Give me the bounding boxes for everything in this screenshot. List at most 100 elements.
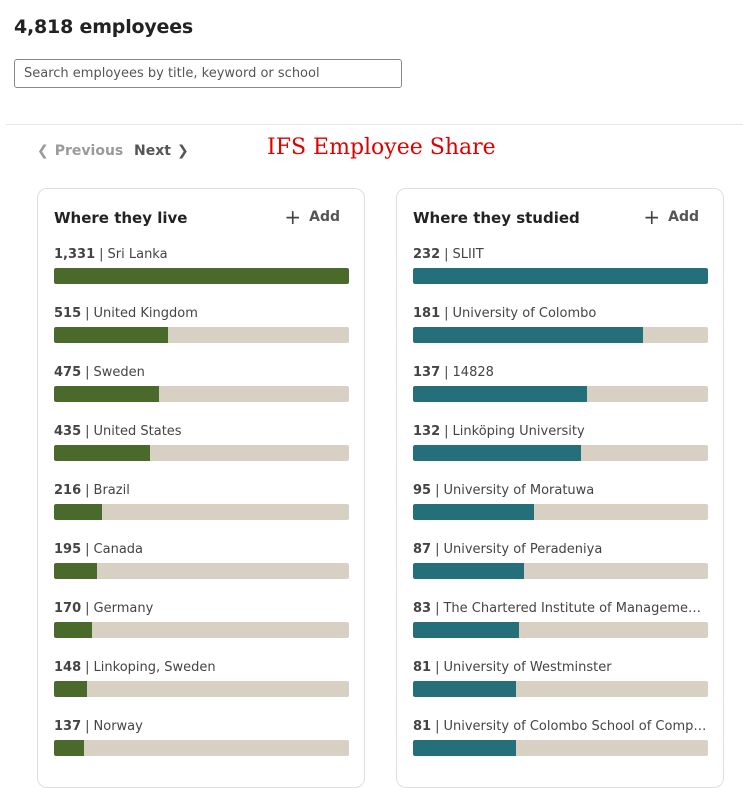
row-count: 148 [54,660,82,675]
row-label: 475 | Sweden [54,364,349,382]
row-count: 1,331 [54,247,96,262]
school-row[interactable]: 137 | 14828 [413,364,708,423]
location-row[interactable]: 515 | United Kingdom [54,305,349,364]
bar-track [413,268,708,284]
separator: | [435,719,440,734]
bar-fill [413,504,534,520]
add-label: Add [309,209,340,225]
row-label: 81 | University of Colombo School of Comp… [413,718,708,736]
school-row[interactable]: 232 | SLIIT [413,246,708,305]
separator: | [444,365,449,380]
row-label: 515 | United Kingdom [54,305,349,323]
separator: | [85,306,90,321]
row-label: 87 | University of Peradeniya [413,541,708,559]
location-row[interactable]: 170 | Germany [54,600,349,659]
row-count: 232 [413,247,441,262]
row-count: 435 [54,424,82,439]
bar-fill [413,445,581,461]
bar-track [54,445,349,461]
row-label: 148 | Linkoping, Sweden [54,659,349,677]
row-label: 195 | Canada [54,541,349,559]
bar-fill [54,504,102,520]
row-count: 475 [54,365,82,380]
location-row[interactable]: 216 | Brazil [54,482,349,541]
row-label: 170 | Germany [54,600,349,618]
separator: | [444,247,449,262]
bar-track [54,268,349,284]
bar-track [54,681,349,697]
add-location-button[interactable]: + Add [284,207,340,227]
row-count: 95 [413,483,432,498]
row-name: The Chartered Institute of Managemen… [443,601,708,616]
bar-track [413,386,708,402]
row-name: University of Westminster [443,660,612,675]
location-row[interactable]: 1,331 | Sri Lanka [54,246,349,305]
separator: | [85,601,90,616]
bar-fill [54,445,151,461]
separator: | [435,660,440,675]
next-button[interactable]: Next ❯ [134,143,189,159]
bar-fill [54,268,349,284]
row-name: Germany [93,601,154,616]
school-row[interactable]: 83 | The Chartered Institute of Managemen… [413,600,708,659]
card-title: Where they studied [413,209,580,227]
school-row[interactable]: 95 | University of Moratuwa [413,482,708,541]
row-label: 137 | Norway [54,718,349,736]
row-name: Sri Lanka [107,247,168,262]
separator: | [99,247,104,262]
row-label: 132 | Linköping University [413,423,708,441]
bar-track [54,563,349,579]
bar-track [413,504,708,520]
row-name: Linköping University [452,424,585,439]
location-row[interactable]: 435 | United States [54,423,349,482]
row-count: 81 [413,719,432,734]
separator: | [85,424,90,439]
search-input[interactable] [14,59,402,88]
location-row[interactable]: 137 | Norway [54,718,349,777]
previous-label: Previous [54,143,124,159]
where-they-studied-card: Where they studied + Add 232 | SLIIT 181 | Un… [396,188,724,788]
location-row[interactable]: 195 | Canada [54,541,349,600]
location-row[interactable]: 475 | Sweden [54,364,349,423]
add-school-button[interactable]: + Add [643,207,699,227]
school-row[interactable]: 81 | University of Colombo School of Comp… [413,718,708,777]
row-count: 137 [54,719,82,734]
row-name: SLIIT [452,247,484,262]
bar-fill [413,327,644,343]
row-count: 170 [54,601,82,616]
row-count: 181 [413,306,441,321]
separator: | [85,542,90,557]
bar-fill [54,563,98,579]
row-count: 132 [413,424,441,439]
row-name: University of Peradeniya [443,542,603,557]
separator: | [444,306,449,321]
separator: | [85,365,90,380]
row-count: 81 [413,660,432,675]
bar-track [54,504,349,520]
row-name: University of Moratuwa [443,483,595,498]
school-row[interactable]: 87 | University of Peradeniya [413,541,708,600]
bar-fill [54,327,169,343]
divider [6,124,743,125]
previous-button[interactable]: ❮ Previous [37,143,123,159]
employee-count: 4,818 employees [14,16,194,38]
bar-track [413,740,708,756]
chevron-right-icon: ❯ [176,143,189,159]
bar-track [413,563,708,579]
row-name: Canada [93,542,143,557]
location-row[interactable]: 148 | Linkoping, Sweden [54,659,349,718]
school-row[interactable]: 181 | University of Colombo [413,305,708,364]
school-row[interactable]: 81 | University of Westminster [413,659,708,718]
row-label: 232 | SLIIT [413,246,708,264]
bar-track [413,622,708,638]
bar-fill [54,386,160,402]
bar-fill [413,740,516,756]
row-label: 216 | Brazil [54,482,349,500]
row-count: 137 [413,365,441,380]
bar-track [54,386,349,402]
bar-track [413,327,708,343]
bar-fill [54,622,92,638]
row-name: Brazil [93,483,130,498]
school-row[interactable]: 132 | Linköping University [413,423,708,482]
separator: | [85,660,90,675]
